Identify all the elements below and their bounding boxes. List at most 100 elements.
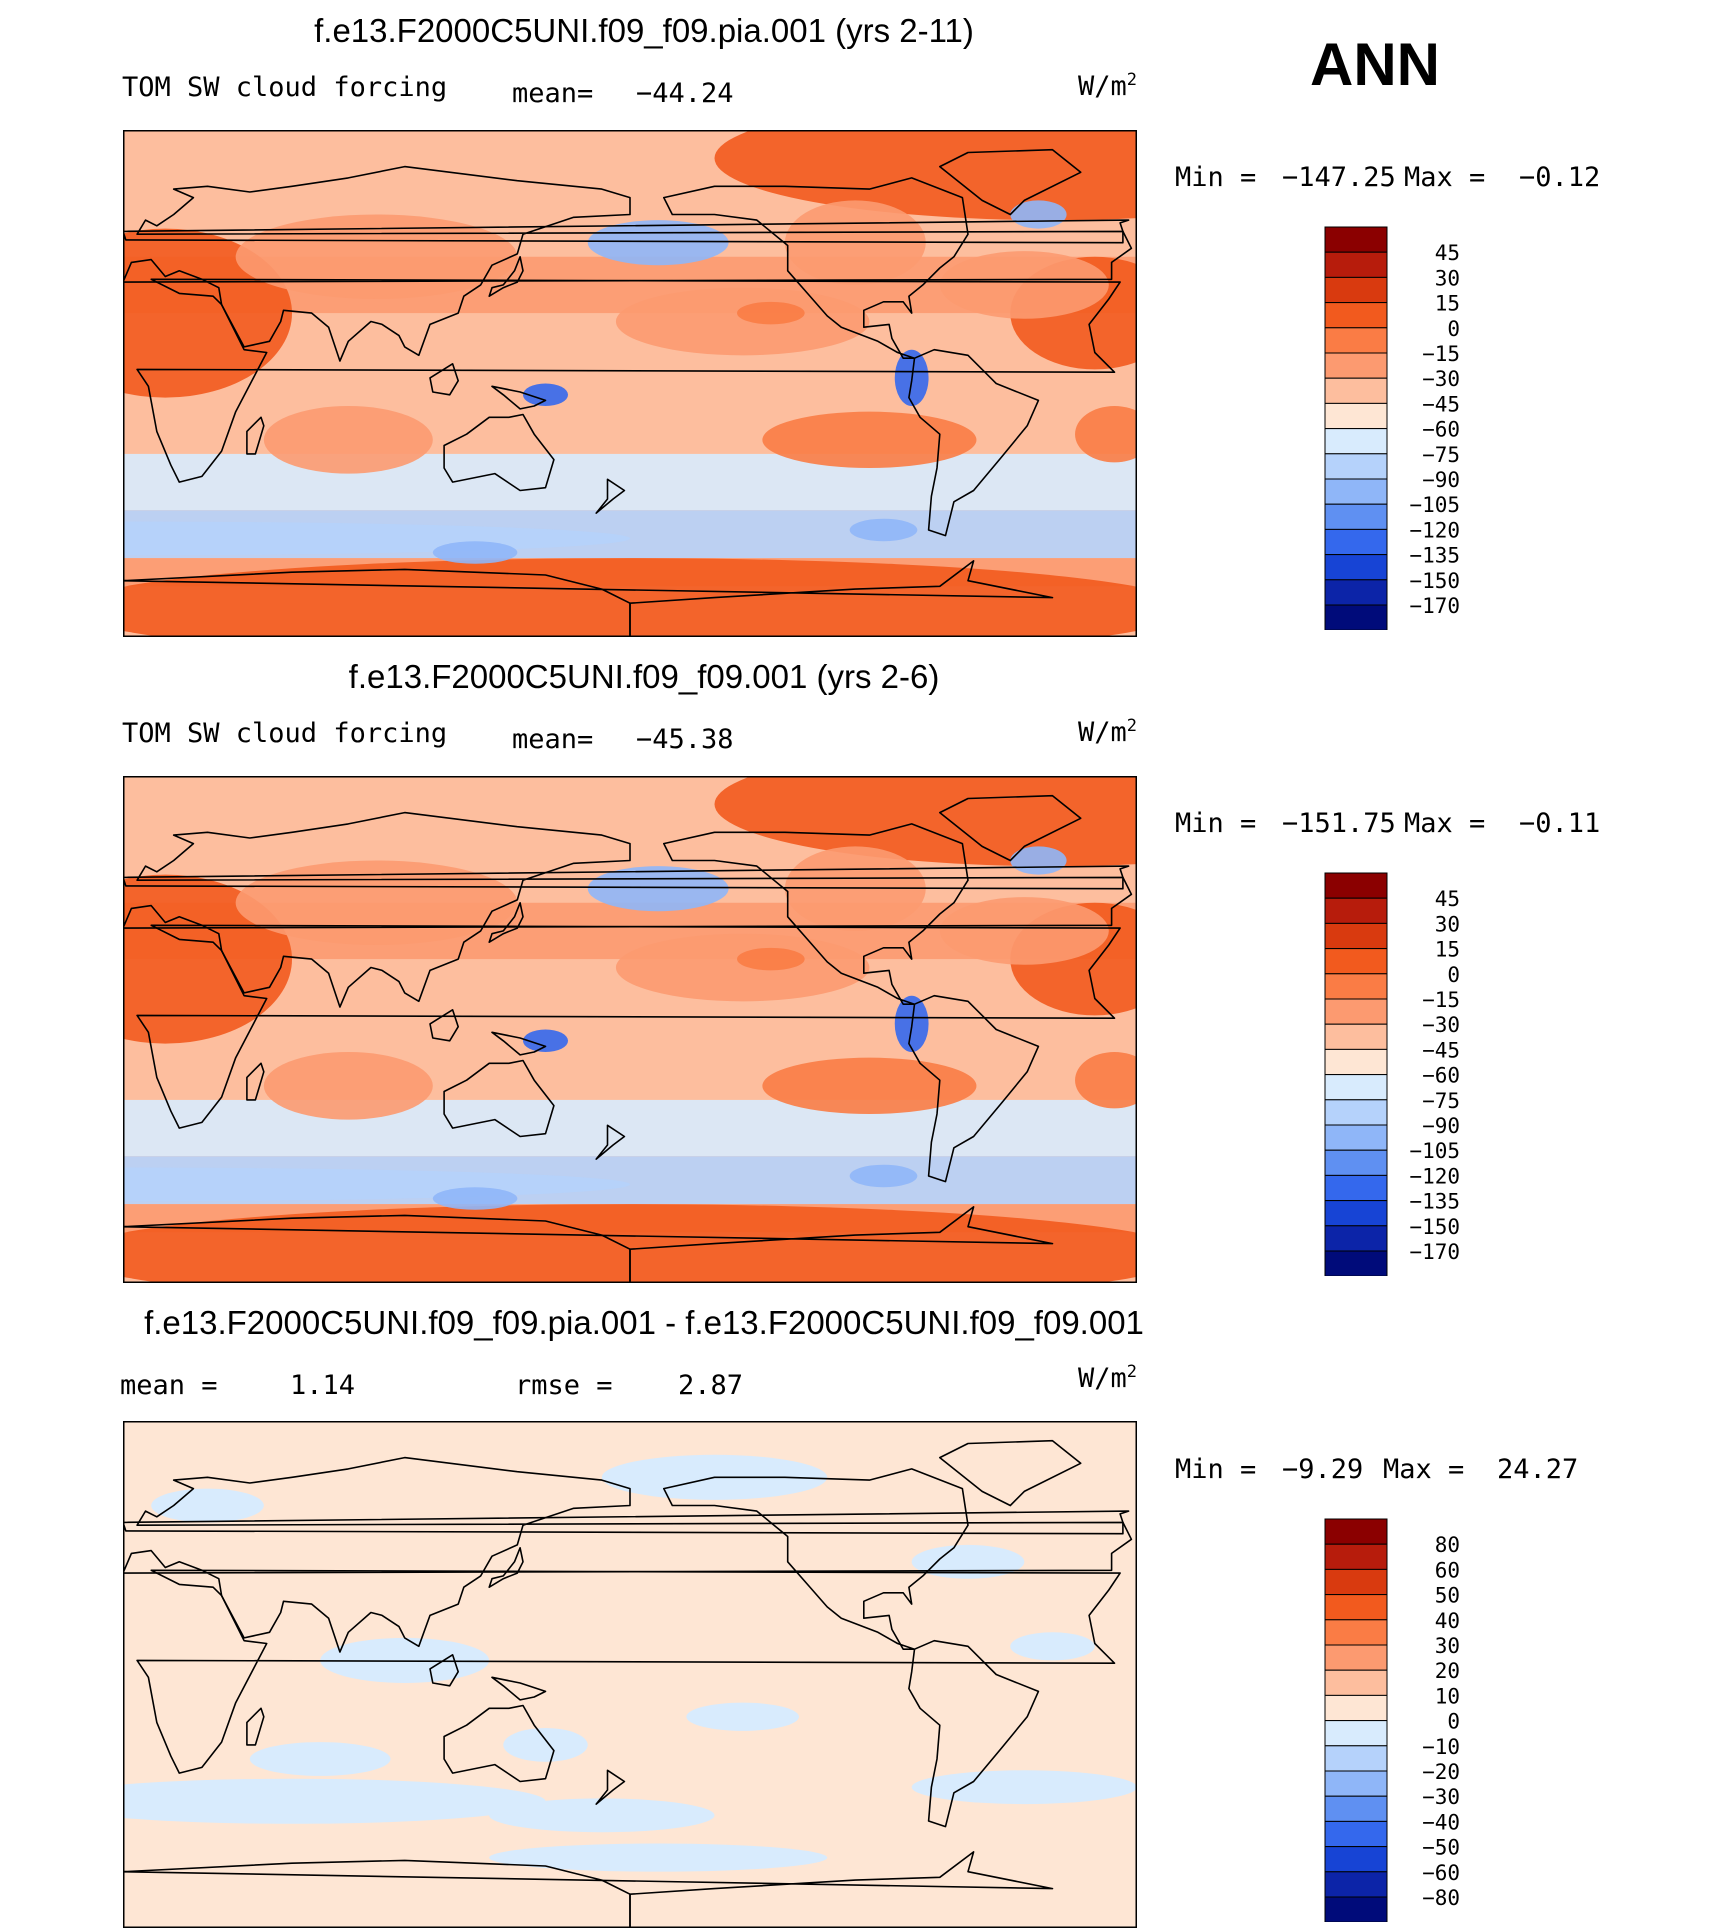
- colorbar-swatch: [1324, 998, 1388, 1025]
- map-blob: [587, 220, 729, 266]
- max-value: −0.11: [1519, 808, 1601, 839]
- map-patch: [249, 1742, 391, 1776]
- colorbar-swatch: [1324, 1200, 1388, 1227]
- colorbar-tick-label: −120: [1409, 518, 1460, 542]
- map-patch: [151, 1488, 264, 1523]
- colorbar-tick-label: 80: [1435, 1533, 1460, 1557]
- colorbar-swatch: [1324, 1225, 1388, 1252]
- colorbar-tick-label: −50: [1422, 1836, 1460, 1860]
- rmse-label: rmse =: [515, 1370, 613, 1401]
- map-middle: [123, 776, 1137, 1283]
- colorbar-swatch: [1324, 428, 1388, 455]
- colorbar-swatch: [1324, 1568, 1388, 1596]
- colorbar-swatch: [1324, 503, 1388, 530]
- map-blob: [522, 383, 569, 407]
- map-patch: [911, 1544, 1025, 1579]
- coastline-eurasiaW: [123, 165, 1133, 362]
- units-label: W/m2: [1077, 70, 1137, 102]
- units-label: W/m2: [1077, 716, 1137, 748]
- colorbar-swatch: [1324, 1543, 1388, 1570]
- colorbar-swatch: [1324, 478, 1388, 505]
- map-blob: [737, 301, 805, 325]
- colorbar-swatch: [1324, 1048, 1388, 1076]
- map-blob: [235, 860, 518, 945]
- colorbar-middle: 4530150−15−30−45−60−75−90−105−120−135−15…: [1324, 872, 1460, 1276]
- coastline-uk: [123, 219, 1130, 244]
- units-label: W/m2: [1077, 1362, 1137, 1394]
- coastline-antarcticaW: [123, 1206, 1054, 1283]
- coastline-madagascar: [246, 1707, 265, 1746]
- colorbar-tick-label: −15: [1422, 342, 1460, 366]
- colorbar-tick-label: 30: [1435, 912, 1460, 936]
- colorbar-swatch: [1324, 402, 1388, 430]
- colorbar-tick-label: −135: [1409, 544, 1460, 568]
- map-blob: [1075, 1052, 1137, 1109]
- mean-value: −45.38: [636, 724, 734, 755]
- mean-value: 1.14: [290, 1370, 356, 1401]
- map-blob: [615, 287, 870, 356]
- map-patch: [911, 1770, 1137, 1805]
- coastline-antarcticaW: [123, 560, 1054, 637]
- map-patch: [489, 1798, 715, 1833]
- colorbar-tick-label: −170: [1409, 594, 1460, 618]
- map-blob: [737, 947, 805, 971]
- coastline-namerica: [663, 1468, 969, 1650]
- colorbar-tick-label: −60: [1422, 1861, 1460, 1885]
- map-blob: [235, 214, 518, 299]
- colorbar-tick-label: 45: [1435, 241, 1460, 265]
- colorbar-swatch: [1324, 897, 1388, 924]
- colorbar-swatch: [1324, 1644, 1388, 1671]
- colorbar-swatch: [1324, 1149, 1388, 1176]
- colorbar-tick-label: −90: [1422, 1114, 1460, 1138]
- colorbar-tick-label: −170: [1409, 1240, 1460, 1264]
- map-blob: [849, 518, 918, 542]
- max-value: −0.12: [1519, 162, 1601, 193]
- map-patch: [686, 1702, 800, 1731]
- colorbar-tick-label: −45: [1422, 1038, 1460, 1062]
- coastline-greenland: [939, 148, 1082, 216]
- colorbar-swatch: [1324, 377, 1388, 404]
- colorbar-swatch: [1324, 1669, 1388, 1696]
- colorbar-swatch: [1324, 1846, 1388, 1873]
- map-blob: [849, 1164, 918, 1188]
- colorbar-swatch: [1324, 1124, 1388, 1151]
- coastline-australia: [443, 413, 555, 492]
- map-blob: [587, 866, 729, 912]
- colorbar-tick-label: −135: [1409, 1190, 1460, 1214]
- colorbar-tick-label: −105: [1409, 1139, 1460, 1163]
- map-blob: [522, 1029, 569, 1053]
- colorbar-swatch: [1324, 1250, 1388, 1276]
- map-band: [123, 1099, 1137, 1157]
- map-blob: [939, 251, 1109, 319]
- max-label: Max =: [1404, 162, 1486, 193]
- colorbar-swatch: [1324, 579, 1388, 606]
- panel-title: f.e13.F2000C5UNI.f09_f09.pia.001 - f.e13…: [144, 1304, 1144, 1341]
- coastline-japan: [488, 1547, 524, 1588]
- colorbar-tick-label: 0: [1447, 1710, 1460, 1734]
- map-blob: [1010, 200, 1067, 229]
- map-blob: [123, 1204, 1137, 1283]
- map-bottom: [123, 1421, 1137, 1928]
- max-label: Max =: [1383, 1454, 1465, 1485]
- colorbar-tick-label: 30: [1435, 266, 1460, 290]
- colorbar-swatch: [1324, 327, 1388, 354]
- colorbar-swatch: [1324, 1720, 1388, 1747]
- colorbar-tick-label: −30: [1422, 1785, 1460, 1809]
- coastline-nz: [595, 1124, 626, 1160]
- map-blob: [263, 406, 433, 474]
- colorbar-tick-label: 20: [1435, 1659, 1460, 1683]
- min-label: Min =: [1175, 162, 1257, 193]
- colorbar-swatch: [1324, 302, 1388, 329]
- map-blob: [432, 1187, 518, 1210]
- season-label: ANN: [1310, 31, 1440, 98]
- colorbar-swatch: [1324, 453, 1388, 480]
- map-frame: [123, 776, 1137, 1283]
- colorbar-tick-label: 50: [1435, 1584, 1460, 1608]
- colorbar-swatch: [1324, 922, 1388, 950]
- colorbar-swatch: [1324, 251, 1388, 278]
- colorbar-swatch: [1324, 554, 1388, 581]
- coastline-eurasiaW: [123, 811, 1133, 1008]
- colorbar-swatch: [1324, 1745, 1388, 1772]
- colorbar-tick-label: −30: [1422, 1013, 1460, 1037]
- colorbar-swatch: [1324, 1074, 1388, 1101]
